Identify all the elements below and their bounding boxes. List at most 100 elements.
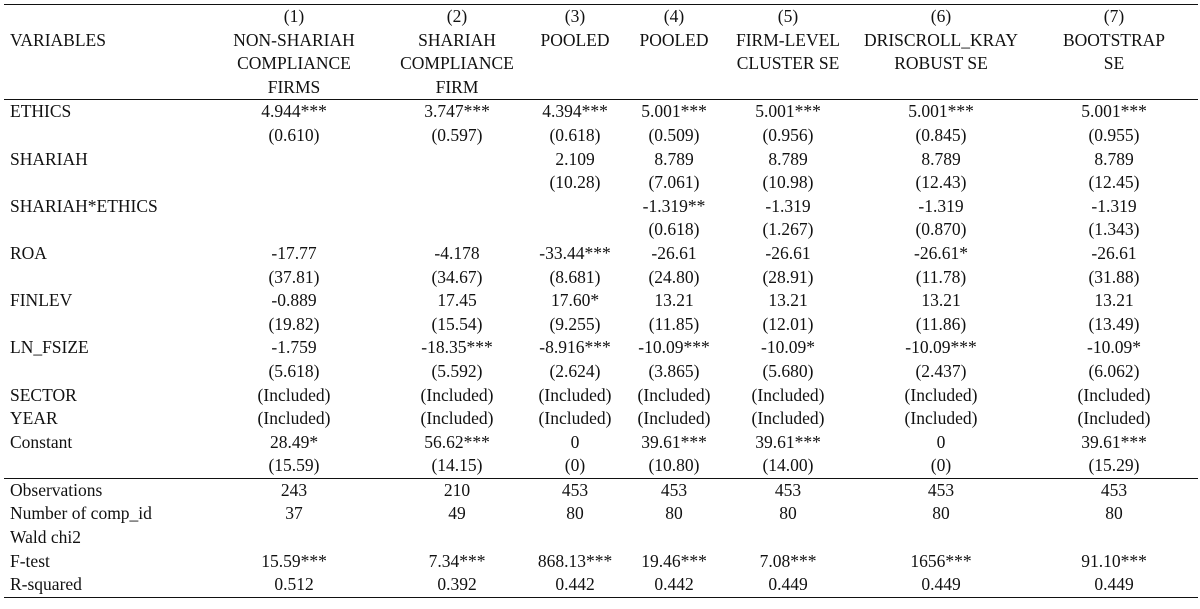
table-cell: -17.77 <box>271 242 317 263</box>
table-cell: 28.49* <box>269 431 319 452</box>
row-label <box>4 454 200 478</box>
table-cell: (Included) <box>751 408 825 429</box>
table-row: ROA -17.77 -4.178 -33.44*** -26.61 -26.61 -26.… <box>4 242 1198 266</box>
table-cell <box>388 526 526 550</box>
table-cell <box>724 526 852 550</box>
table-row: (10.28) (7.061) (10.98) (12.43) (12.45) <box>4 171 1198 195</box>
column-title-line: SE <box>1103 53 1125 74</box>
table-cell: 13.21 <box>1094 290 1134 311</box>
table-row: SECTOR (Included) (Included) (Included) (Inc… <box>4 384 1198 408</box>
table-cell: (1.267) <box>762 219 814 240</box>
table-cell: -10.09*** <box>638 337 710 358</box>
table-cell: 8.789 <box>1094 148 1134 169</box>
table-cell: (6.062) <box>1088 360 1140 381</box>
table-cell: 0 <box>570 431 580 452</box>
table-cell: -8.916*** <box>539 337 611 358</box>
table-cell: (5.592) <box>431 360 483 381</box>
row-label <box>4 218 200 242</box>
table-row: LN_FSIZE -1.759 -18.35*** -8.916*** -10.09**… <box>4 336 1198 360</box>
table-cell: 0.442 <box>526 573 624 598</box>
table-cell: 453 <box>724 477 852 503</box>
table-cell <box>526 218 624 242</box>
column-number: (2) <box>446 6 468 26</box>
table-cell: 80 <box>665 503 683 524</box>
table-cell: (Included) <box>257 384 331 405</box>
table-cell: (15.59) <box>268 455 320 476</box>
table-cell <box>200 148 388 172</box>
table-cell: 453 <box>526 477 624 503</box>
table-row: (0.610) (0.597) (0.618) (0.509) (0.956) (0.84… <box>4 124 1198 148</box>
table-cell <box>388 195 526 219</box>
column-title-line: FIRM-LEVEL <box>735 29 841 50</box>
table-cell: 210 <box>388 477 526 503</box>
table-cell: -1.319** <box>642 195 706 216</box>
table-cell: -10.09* <box>761 337 815 358</box>
row-label: Number of comp_id <box>10 503 152 524</box>
table-cell: (10.80) <box>648 455 700 476</box>
table-cell: (37.81) <box>268 266 320 287</box>
row-label: ROA <box>10 242 47 263</box>
column-header-6: (6) DRISCROLL_KRAY ROBUST SE <box>852 3 1030 101</box>
row-label <box>4 360 200 384</box>
row-label <box>4 313 200 337</box>
table-cell: 8.789 <box>768 148 808 169</box>
table-cell: 2.109 <box>555 148 595 169</box>
table-cell: (13.49) <box>1088 313 1140 334</box>
table-cell: (0.597) <box>431 124 483 145</box>
column-number: (6) <box>930 6 952 26</box>
table-cell: 0.449 <box>724 573 852 598</box>
table-cell: (0.870) <box>915 219 967 240</box>
table-cell: (9.255) <box>549 313 601 334</box>
table-cell: (Included) <box>751 384 825 405</box>
table-cell: 91.10*** <box>1081 550 1147 571</box>
table-row: YEAR (Included) (Included) (Included) (Inclu… <box>4 407 1198 431</box>
table-cell: (10.28) <box>549 172 601 193</box>
table-cell: 13.21 <box>768 290 808 311</box>
table-cell: (0.618) <box>549 124 601 145</box>
table-cell: (0.610) <box>268 124 320 145</box>
coefficient-rows: ETHICS 4.944*** 3.747*** 4.394*** 5.001*** 5.… <box>4 100 1198 479</box>
table-cell: (Included) <box>538 384 612 405</box>
table-row: Wald chi2 <box>4 526 1198 550</box>
table-cell: (28.91) <box>762 266 814 287</box>
table-cell: 5.001*** <box>755 101 821 122</box>
table-cell: (12.01) <box>762 313 814 334</box>
column-number: (4) <box>663 6 685 26</box>
column-title-line: FIRM <box>435 76 479 97</box>
column-title-line: FIRMS <box>267 76 321 97</box>
table-cell: (5.618) <box>268 360 320 381</box>
table-cell: 13.21 <box>921 290 961 311</box>
table-cell: 5.001*** <box>908 101 974 122</box>
table-cell: -1.319 <box>765 195 811 216</box>
table-cell: -26.61* <box>914 242 968 263</box>
table-cell: (0) <box>930 455 952 476</box>
table-cell: (7.061) <box>648 172 700 193</box>
row-label: ETHICS <box>10 101 72 122</box>
table-cell: -10.09* <box>1087 337 1141 358</box>
table-cell <box>388 218 526 242</box>
table-cell: (Included) <box>420 408 494 429</box>
column-number: (3) <box>564 6 586 26</box>
table-row: SHARIAH*ETHICS -1.319** -1.319 -1.319 -1.319 <box>4 195 1198 219</box>
table-row: (5.618) (5.592) (2.624) (3.865) (5.680) (2.43… <box>4 360 1198 384</box>
table-cell: (0.845) <box>915 124 967 145</box>
table-cell: -33.44*** <box>539 242 611 263</box>
row-label <box>4 171 200 195</box>
table-row: SHARIAH 2.109 8.789 8.789 8.789 8.789 <box>4 148 1198 172</box>
table-cell: (19.82) <box>268 313 320 334</box>
table-row: R-squared 0.512 0.392 0.442 0.442 0.449 0.449 0… <box>4 573 1198 598</box>
table-cell: 0.449 <box>852 573 1030 598</box>
column-title-line: COMPLIANCE <box>400 53 514 74</box>
table-cell: 453 <box>852 477 1030 503</box>
table-cell: 39.61*** <box>641 431 707 452</box>
table-cell: 0.442 <box>624 573 724 598</box>
table-cell: -0.889 <box>271 290 317 311</box>
column-header-5: (5) FIRM-LEVEL CLUSTER SE <box>724 3 852 101</box>
table-cell: 4.394*** <box>542 101 608 122</box>
table-cell: (14.00) <box>762 455 814 476</box>
table-cell: (0) <box>564 455 586 476</box>
table-cell: (3.865) <box>648 360 700 381</box>
table-cell: -1.319 <box>1091 195 1137 216</box>
table-cell: (14.15) <box>431 455 483 476</box>
table-cell: 80 <box>932 503 950 524</box>
